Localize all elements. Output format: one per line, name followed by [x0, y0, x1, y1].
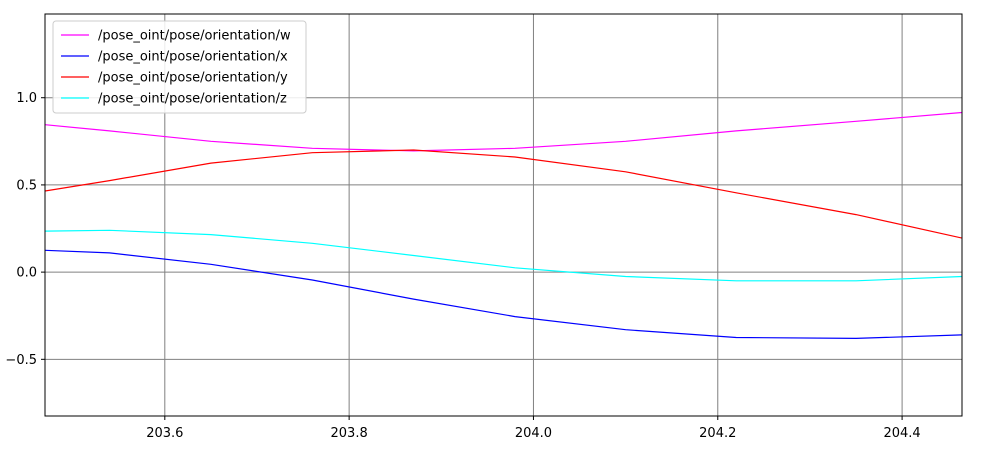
- x-tick-label: 204.0: [515, 426, 552, 441]
- series-line-x: [45, 249, 962, 340]
- series-line-w: [45, 111, 962, 152]
- series-line-y: [45, 149, 962, 239]
- legend-box: [52, 20, 307, 114]
- y-tick-label: 0.5: [16, 178, 37, 193]
- y-tick-label: −0.5: [5, 353, 37, 368]
- legend-label: /pose_oint/pose/orientation/z: [98, 92, 287, 107]
- legend-label: /pose_oint/pose/orientation/x: [98, 50, 288, 65]
- legend: /pose_oint/pose/orientation/w/pose_oint/…: [52, 20, 307, 114]
- series-line-z: [45, 229, 962, 282]
- x-tick-label: 203.6: [146, 426, 183, 441]
- y-tick-label: 1.0: [16, 91, 37, 106]
- y-tick-label: 0.0: [16, 266, 37, 281]
- legend-label: /pose_oint/pose/orientation/y: [98, 71, 288, 86]
- x-tick-label: 203.8: [331, 426, 368, 441]
- legend-label: /pose_oint/pose/orientation/w: [98, 29, 291, 44]
- plot-frame: [44, 13, 963, 417]
- axes: 203.6 203.8 204.0 204.2 204.4 1.0 0.5 0.0 −0.5: [5, 91, 920, 441]
- series-layer: [45, 111, 962, 340]
- x-tick-label: 204.2: [699, 426, 736, 441]
- x-tick-label: 204.4: [883, 426, 920, 441]
